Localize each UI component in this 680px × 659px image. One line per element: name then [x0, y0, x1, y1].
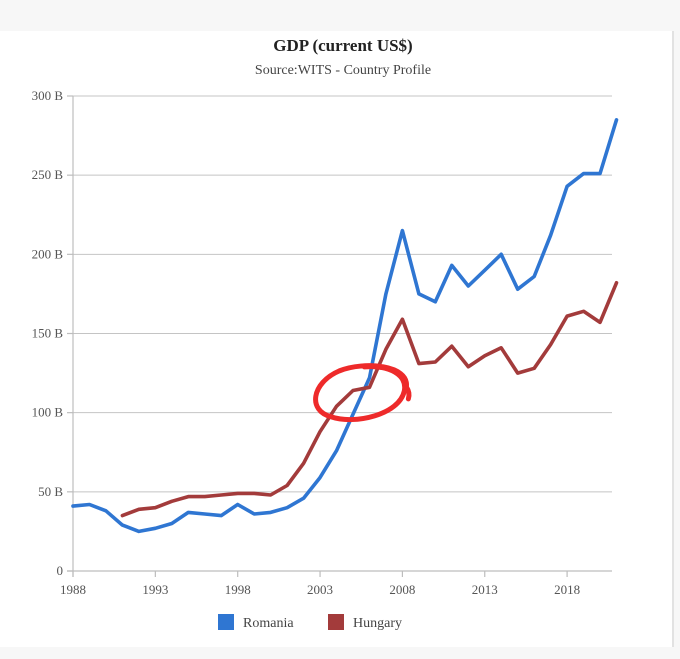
x-tick-label: 2018	[554, 582, 580, 597]
y-tick-label: 100 B	[32, 405, 64, 420]
y-tick-label: 0	[57, 563, 64, 578]
legend-item-romania: Romania	[218, 614, 294, 631]
annotation	[313, 363, 412, 423]
x-tick-label: 1993	[142, 582, 168, 597]
legend-label-hungary: Hungary	[353, 616, 402, 631]
y-tick-label: 300 B	[32, 88, 64, 103]
y-tick-label: 50 B	[38, 484, 63, 499]
x-tick-label: 2003	[307, 582, 333, 597]
chart-title: GDP (current US$)	[273, 36, 412, 55]
legend-swatch-hungary	[328, 614, 344, 630]
y-tick-label: 250 B	[32, 167, 64, 182]
axes: 0 50 B 100 B 150 B 200 B 250 B 300 B 1988 1993 19…	[32, 88, 612, 597]
y-tick-label: 200 B	[32, 246, 64, 261]
gdp-line-chart: GDP (current US$) Source:WITS - Country …	[32, 36, 619, 631]
x-tick-label: 2008	[389, 582, 415, 597]
legend-item-hungary: Hungary	[328, 614, 402, 631]
legend-label-romania: Romania	[243, 616, 294, 631]
hand-drawn-circle-annotation	[313, 363, 409, 423]
gridlines	[73, 95, 612, 493]
legend-swatch-romania	[218, 614, 234, 630]
chart-container: GDP (current US$) Source:WITS - Country …	[0, 31, 674, 647]
x-tick-label: 1988	[60, 582, 86, 597]
x-tick-label: 2013	[472, 582, 498, 597]
annotation-tail	[403, 384, 412, 402]
legend: Romania Hungary	[218, 614, 402, 631]
y-tick-label: 150 B	[32, 326, 64, 341]
series-line-hungary	[120, 281, 619, 518]
chart-subtitle: Source:WITS - Country Profile	[255, 63, 431, 78]
series-line-romania	[71, 118, 619, 534]
series-lines	[71, 118, 619, 534]
x-tick-label: 1998	[225, 582, 251, 597]
